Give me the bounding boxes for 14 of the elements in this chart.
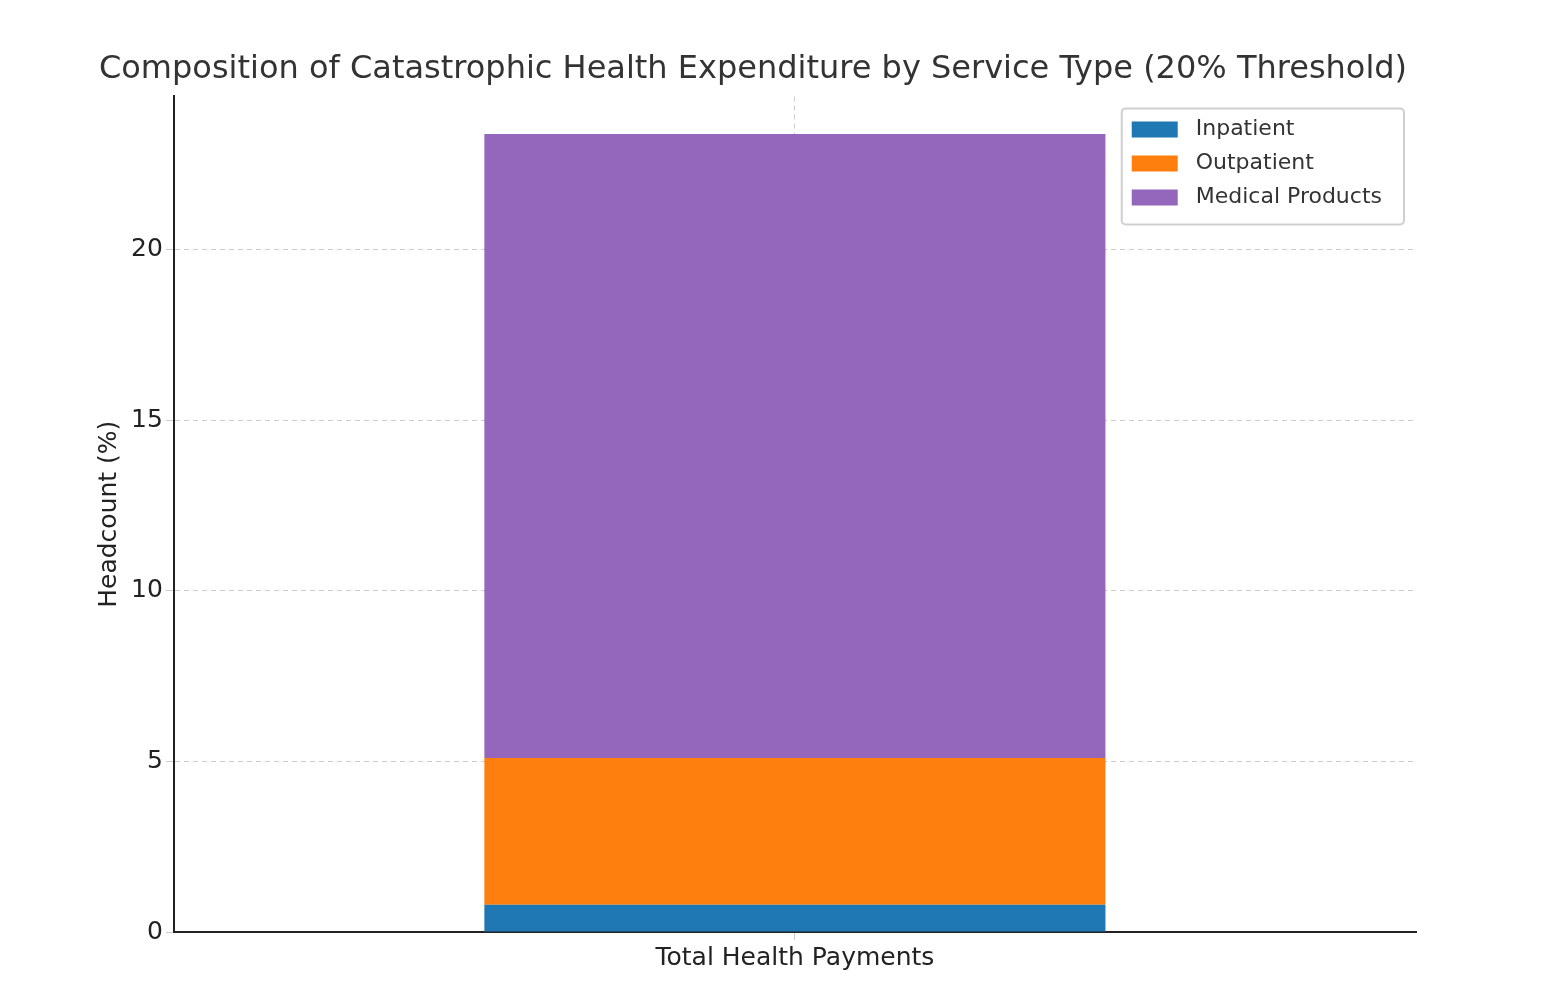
legend-label: Medical Products bbox=[1195, 183, 1383, 209]
y-tick-label: 15 bbox=[131, 403, 163, 433]
y-tick-label: 0 bbox=[146, 915, 163, 945]
legend-label: Inpatient bbox=[1195, 115, 1295, 141]
bar bbox=[484, 904, 1106, 932]
y-tick-label: 5 bbox=[146, 744, 163, 774]
legend-label: Outpatient bbox=[1195, 149, 1315, 175]
bar bbox=[484, 758, 1106, 905]
x-tick-label: Total Health Payments bbox=[654, 941, 935, 971]
chart-title: Composition of Catastrophic Health Expenditure by Service Type (20% Threshold) bbox=[98, 47, 1408, 86]
bar bbox=[484, 133, 1106, 759]
y-tick-label: 10 bbox=[131, 574, 163, 604]
y-axis-title: Headcount (%) bbox=[92, 420, 122, 608]
y-tick-label: 20 bbox=[131, 233, 163, 263]
